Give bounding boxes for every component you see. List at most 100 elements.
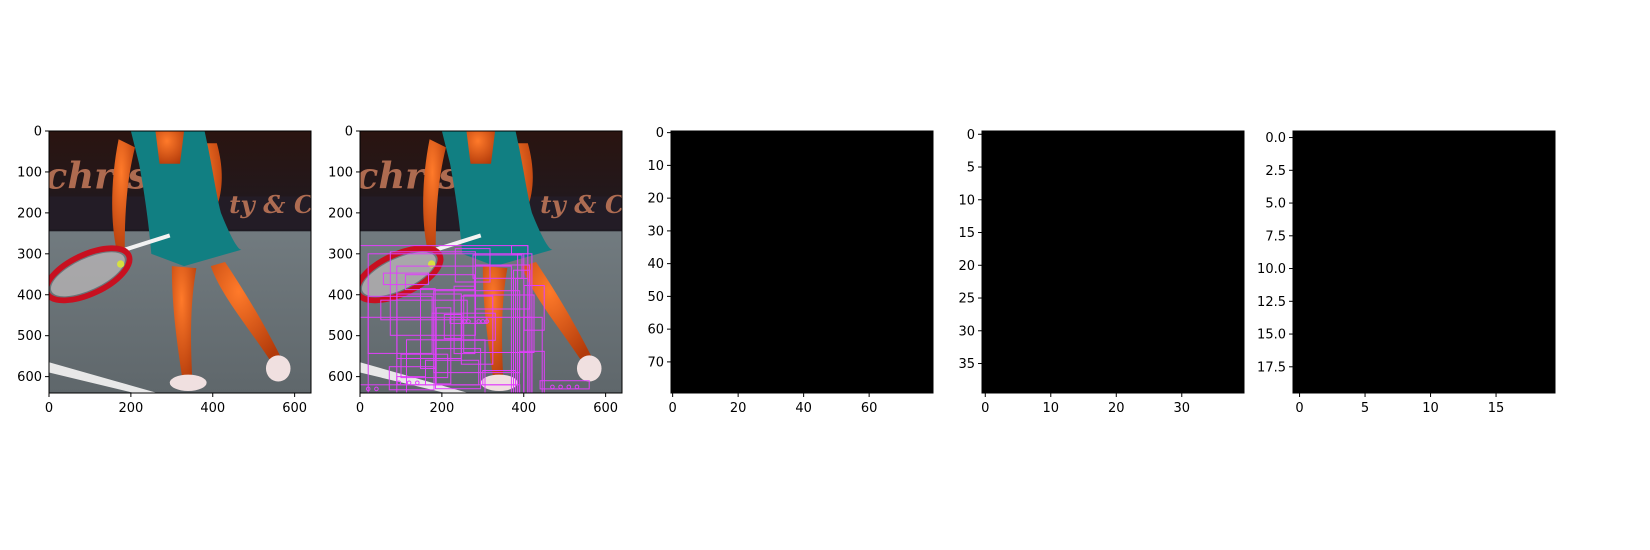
x-tick-label: 400	[200, 401, 225, 416]
y-tick-label: 500	[17, 329, 42, 344]
y-tick-label: 70	[647, 355, 664, 370]
x-tick-label: 0	[356, 401, 364, 416]
detection-box	[425, 359, 480, 386]
y-tick-label: 20	[958, 259, 975, 274]
y-tick-label: 600	[328, 370, 353, 385]
detection-box	[388, 366, 435, 391]
image-black-4	[982, 131, 1244, 393]
y-tick-label: 35	[958, 357, 975, 372]
y-tick-label: 5.0	[1265, 197, 1286, 212]
y-tick-label: 600	[17, 370, 42, 385]
y-tick-label: 5	[967, 161, 975, 176]
image-photo-1	[39, 131, 357, 397]
y-tick-label: 7.5	[1265, 229, 1286, 244]
subplot-2: 0 200 400 600 0 100 200 300 400 500 600	[328, 125, 623, 416]
detection-box	[396, 293, 462, 359]
detection-box	[539, 380, 590, 390]
y-tick-label: 15.0	[1257, 328, 1286, 343]
axes-frame	[48, 130, 312, 394]
detection-box	[367, 295, 433, 354]
keypoint-marker	[558, 384, 563, 390]
y-tick-label: 30	[958, 324, 975, 339]
x-tick-label: 10	[1422, 401, 1439, 416]
y-tick-label: 2.5	[1265, 164, 1286, 179]
keypoint-marker	[374, 386, 379, 392]
y-tick-label: 0	[967, 128, 975, 143]
y-tick-label: 0	[34, 125, 42, 140]
axes-frame	[359, 130, 623, 394]
subplot-1: 0 200 400 600 0 100 200 300 400 500 600	[17, 125, 357, 416]
detection-box	[420, 288, 436, 370]
detection-box	[453, 285, 476, 355]
y-tick-label: 400	[17, 288, 42, 303]
x-tick-label: 0	[45, 401, 53, 416]
keypoint-marker	[484, 319, 490, 324]
x-tick-label: 200	[118, 401, 143, 416]
y-tick-label: 10	[647, 159, 664, 174]
y-tick-label: 0.0	[1265, 131, 1286, 146]
x-tick-label: 20	[1108, 401, 1125, 416]
y-tick-label: 10.0	[1257, 262, 1286, 277]
keypoint-marker	[365, 386, 371, 392]
x-tick-label: 10	[1043, 401, 1060, 416]
detection-box	[433, 290, 521, 374]
x-tick-label: 0	[668, 401, 676, 416]
detection-box	[380, 299, 468, 321]
detection-box	[511, 245, 529, 255]
keypoint-marker	[550, 384, 555, 390]
x-tick-label: 600	[593, 401, 618, 416]
x-tick-label: 400	[511, 401, 536, 416]
y-tick-label: 30	[647, 224, 664, 239]
detection-box	[400, 353, 449, 379]
y-tick-label: 100	[17, 165, 42, 180]
detection-box	[443, 314, 463, 340]
y-tick-label: 20	[647, 192, 664, 207]
y-tick-label: 15	[958, 226, 975, 241]
detection-box	[472, 254, 523, 279]
keypoint-marker	[466, 319, 471, 324]
x-tick-label: 0	[1295, 401, 1303, 416]
keypoint-marker	[574, 384, 580, 390]
keypoint-marker	[396, 380, 402, 386]
image-black-5	[1293, 131, 1555, 393]
y-tick-label: 17.5	[1257, 360, 1286, 375]
detection-box	[482, 370, 517, 386]
detection-box	[463, 294, 535, 353]
axes-frame	[1292, 130, 1556, 394]
y-tick-label: 500	[328, 329, 353, 344]
subplot-3: 0 20 40 60 0 10 20 30 40 50 60 70	[647, 126, 934, 416]
x-tick-label: 200	[429, 401, 454, 416]
x-tick-label: 30	[1174, 401, 1191, 416]
axes-frame	[670, 130, 934, 394]
detection-box	[454, 248, 491, 283]
y-tick-label: 60	[647, 323, 664, 338]
x-tick-label: 600	[282, 401, 307, 416]
y-tick-label: 300	[17, 247, 42, 262]
keypoint-marker	[406, 380, 412, 386]
y-tick-label: 0	[656, 126, 664, 141]
x-tick-label: 60	[861, 401, 878, 416]
x-tick-label: 40	[795, 401, 812, 416]
keypoint-marker	[415, 380, 420, 386]
y-tick-label: 200	[328, 206, 353, 221]
x-tick-label: 20	[730, 401, 747, 416]
y-tick-label: 25	[958, 292, 975, 307]
y-tick-label: 0	[345, 125, 353, 140]
detection-box	[523, 285, 545, 331]
y-tick-label: 200	[17, 206, 42, 221]
y-tick-label: 300	[328, 247, 353, 262]
axes-frame	[981, 130, 1245, 394]
y-tick-label: 12.5	[1257, 295, 1286, 310]
detection-box	[382, 272, 429, 286]
y-tick-label: 50	[647, 290, 664, 305]
subplot-4: 0 10 20 30 0 5 10 15 20 25 30 35	[958, 128, 1245, 416]
subplot-5: 0 5 10 15 0.0 2.5 5.0 7.5 10.0 12.5 15.0 17.5	[1257, 130, 1556, 416]
image-black-3	[671, 131, 933, 393]
y-tick-label: 100	[328, 165, 353, 180]
y-tick-label: 400	[328, 288, 353, 303]
x-tick-label: 15	[1488, 401, 1505, 416]
x-tick-label: 0	[981, 401, 989, 416]
detection-box	[435, 307, 452, 385]
y-tick-label: 40	[647, 257, 664, 272]
